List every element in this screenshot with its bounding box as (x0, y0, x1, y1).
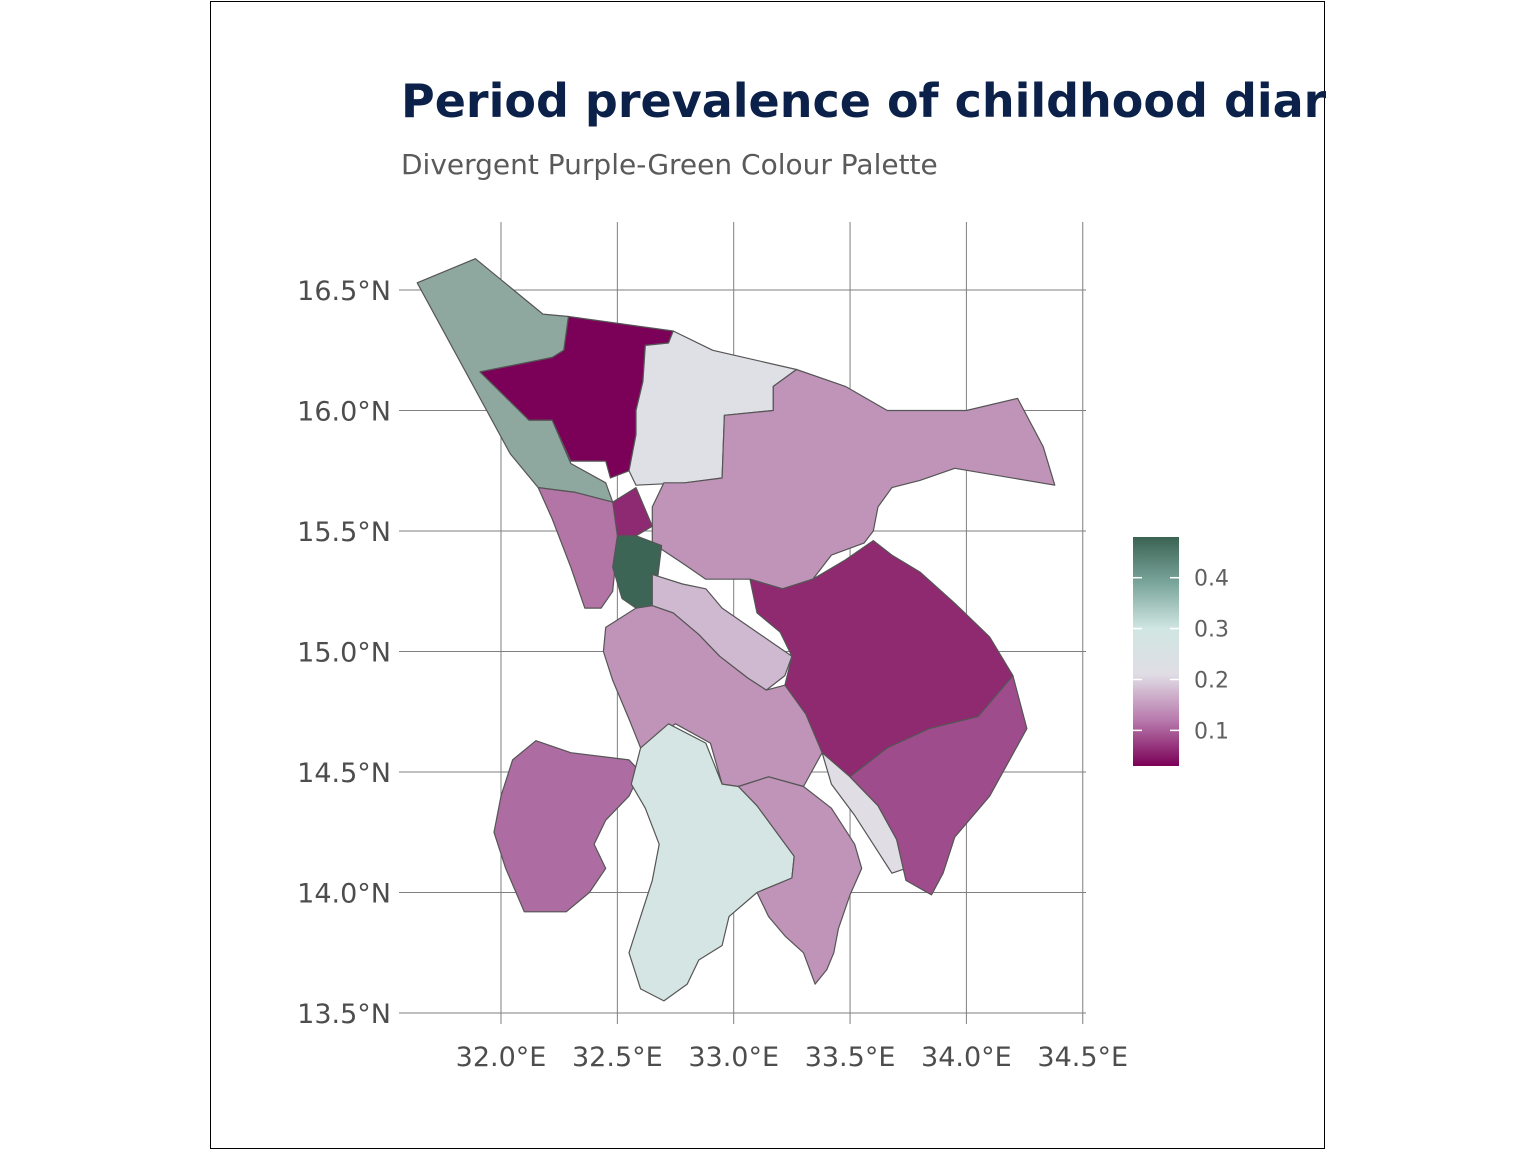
lat-tick-label: 16.0°N (297, 397, 391, 428)
lon-tick-label: 32.5°E (572, 1042, 663, 1073)
region-southeast-purple (849, 674, 1028, 896)
legend-tick-label: 0.4 (1194, 567, 1229, 592)
lon-tick-label: 34.0°E (921, 1042, 1012, 1073)
region-northeast-large (651, 368, 1056, 590)
legend-tick-label: 0.1 (1194, 719, 1229, 744)
region-west-small (537, 487, 630, 609)
axis-labels: 32.0°E 32.5°E 33.0°E 33.5°E 34.0°E 34.5°E 16.5… (297, 276, 1128, 1073)
lon-tick-label: 34.5°E (1037, 1042, 1128, 1073)
lon-tick-label: 33.0°E (688, 1042, 779, 1073)
color-legend: 0.4 0.3 0.2 0.1 (1133, 537, 1229, 766)
map-title: Period prevalence of childhood diarrhoea (401, 74, 1326, 128)
map-canvas: 32.0°E 32.5°E 33.0°E 33.5°E 34.0°E 34.5°E 16.5… (297, 74, 1326, 1073)
lat-tick-label: 15.5°N (297, 517, 391, 548)
map-subtitle: Divergent Purple-Green Colour Palette (401, 148, 938, 181)
lat-tick-label: 14.0°N (297, 879, 391, 910)
regions-layer (416, 258, 1056, 1002)
region-southwest-purple (493, 740, 642, 913)
region-southeast-mauve (737, 776, 863, 985)
legend-tick-label: 0.2 (1194, 668, 1229, 693)
legend-colorbar (1133, 537, 1179, 766)
lon-tick-label: 33.5°E (805, 1042, 896, 1073)
region-center-small-purple (612, 487, 653, 537)
plot-frame: 32.0°E 32.5°E 33.0°E 33.5°E 34.0°E 34.5°E 16.5… (210, 1, 1326, 1149)
lat-tick-label: 14.5°N (297, 758, 391, 789)
lon-tick-label: 32.0°E (456, 1042, 547, 1073)
legend-tick-label: 0.3 (1194, 618, 1229, 643)
legend-ticks: 0.4 0.3 0.2 0.1 (1133, 567, 1229, 744)
region-south-lightgreen (628, 723, 795, 1002)
lat-tick-label: 13.5°N (297, 999, 391, 1030)
lat-tick-label: 16.5°N (297, 276, 391, 307)
lat-tick-label: 15.0°N (297, 638, 391, 669)
